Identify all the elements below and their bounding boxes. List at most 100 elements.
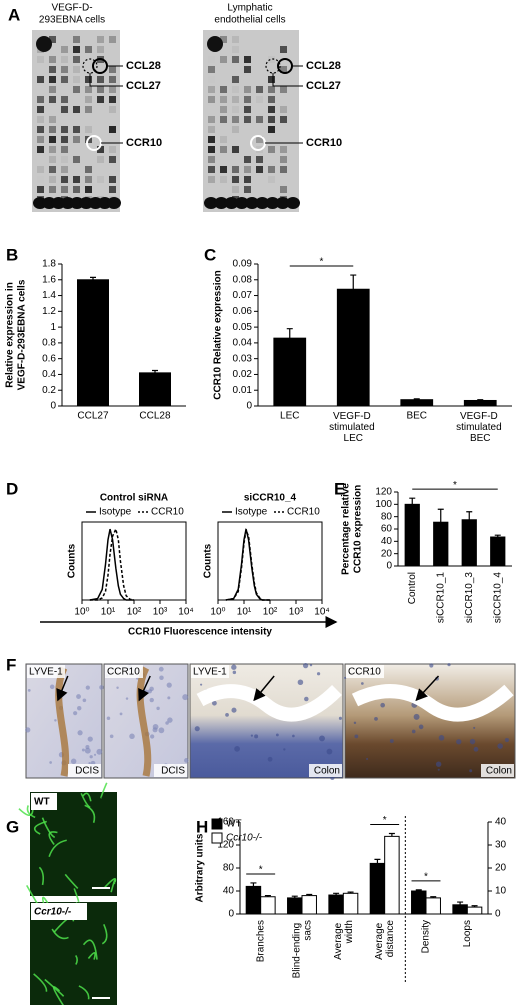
label-box	[154, 764, 187, 777]
array-spot	[208, 126, 215, 133]
error-bar	[430, 896, 437, 898]
array-spot	[61, 46, 68, 53]
error-bar	[409, 497, 416, 505]
array-spot	[275, 197, 290, 209]
array-spot	[256, 156, 263, 163]
nucleus	[200, 683, 203, 686]
nucleus	[338, 716, 342, 720]
array-spot	[244, 106, 251, 113]
y-axis-label: Counts	[203, 543, 214, 578]
vessel	[100, 782, 108, 799]
y-tick-label: 120	[217, 840, 234, 851]
nucleus	[88, 762, 91, 765]
array-spot	[214, 197, 229, 209]
array-spot	[280, 66, 287, 73]
y2-tick-label: 20	[495, 863, 507, 874]
array-spot	[220, 146, 227, 153]
array-spot	[244, 186, 251, 193]
nucleus	[129, 733, 135, 740]
array-spot	[85, 166, 92, 173]
x-tick-label: VEGF-D stimulated LEC	[329, 411, 377, 444]
y-axis-label: Percentage relative	[341, 483, 352, 575]
array-spot	[109, 66, 116, 73]
nucleus	[77, 706, 82, 711]
nucleus	[27, 689, 31, 692]
array-spot	[244, 166, 251, 173]
y-tick-label: 0.4	[42, 369, 56, 380]
array-spot	[208, 116, 215, 123]
array-spot	[109, 176, 116, 183]
chart-title: Control siRNA	[100, 493, 168, 504]
array-spot	[49, 56, 56, 63]
array-spot	[232, 176, 239, 183]
array-spot	[220, 116, 227, 123]
array-spot	[49, 76, 56, 83]
label-box	[309, 764, 342, 777]
array-spot	[208, 166, 215, 173]
nucleus	[109, 734, 114, 739]
nucleus	[54, 719, 57, 722]
array-spot	[268, 96, 275, 103]
tissue-label: DCIS	[161, 766, 185, 777]
array-title: endothelial cells	[214, 15, 285, 26]
array-spot	[268, 176, 275, 183]
nucleus	[167, 696, 171, 700]
array-spot	[73, 126, 80, 133]
vessel	[136, 666, 152, 777]
array-spot	[244, 86, 251, 93]
vessel	[64, 873, 79, 889]
array-spot	[37, 136, 44, 143]
array-spot	[208, 156, 215, 163]
bar	[342, 892, 359, 915]
histogram-line	[225, 528, 270, 601]
callout-label: CCL28	[126, 60, 161, 72]
nucleus	[152, 727, 158, 733]
callout-label: CCL28	[306, 60, 341, 72]
nucleus	[319, 735, 325, 742]
y-tick-label: 60	[381, 524, 393, 535]
vessel	[41, 817, 56, 839]
array-spot	[97, 76, 104, 83]
nucleus	[82, 698, 87, 703]
array-spot	[232, 86, 239, 93]
callout-circle	[265, 58, 281, 74]
array-spot	[49, 96, 56, 103]
y-tick-label: 0	[228, 909, 234, 920]
array-spot	[220, 56, 227, 63]
nucleus	[156, 706, 160, 711]
y-tick-label: 0.08	[233, 274, 253, 285]
array-spot	[232, 166, 239, 173]
nucleus	[99, 685, 104, 690]
error-bar	[264, 895, 271, 897]
array-spot	[97, 156, 104, 163]
array-spot	[109, 186, 116, 193]
array-spot	[61, 106, 68, 113]
array-spot	[208, 66, 215, 73]
array-spot	[220, 96, 227, 103]
error-bar	[477, 399, 484, 401]
bar	[466, 906, 483, 915]
nucleus	[473, 726, 476, 729]
array-spot	[280, 106, 287, 113]
nucleus	[354, 734, 359, 739]
array-spot	[61, 96, 68, 103]
x-tick-label: 10¹	[237, 607, 252, 618]
array-spot	[208, 176, 215, 183]
y-tick-label: 0.07	[233, 290, 253, 301]
vessel	[38, 866, 45, 886]
callout-circle	[82, 58, 98, 74]
array-spot	[234, 197, 249, 209]
x-tick-label: 10¹	[101, 607, 116, 618]
array-spot	[73, 156, 80, 163]
y-tick-label: 0.01	[233, 385, 253, 396]
array-spot	[97, 146, 104, 153]
array-spot	[61, 126, 68, 133]
y-axis-label: Counts	[67, 543, 78, 578]
error-bar	[388, 832, 395, 837]
array-spot	[49, 126, 56, 133]
panel-label: F	[6, 655, 16, 674]
callout-label: CCR10	[306, 137, 342, 149]
array-spot	[109, 126, 116, 133]
label-box	[346, 665, 384, 678]
